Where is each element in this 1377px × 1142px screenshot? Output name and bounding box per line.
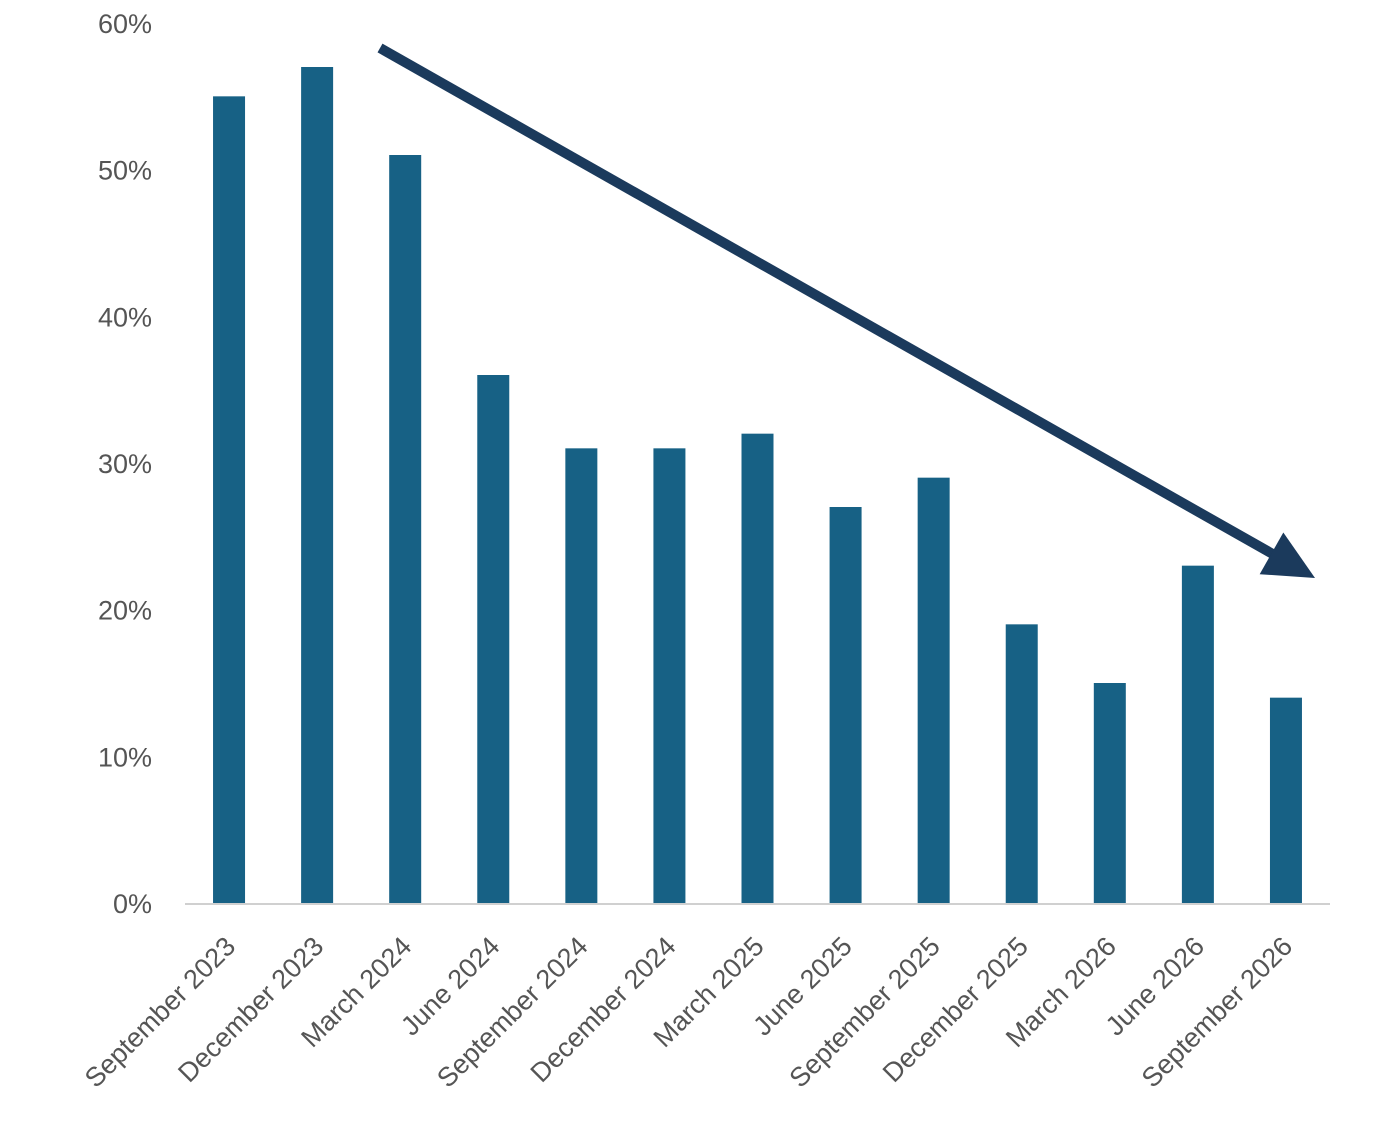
y-axis-ticks: 0% 10% 20% 30% 40% 50% 60%: [98, 9, 152, 919]
y-tick-label: 0%: [113, 889, 152, 919]
y-tick-label: 60%: [98, 9, 152, 39]
bar: [213, 96, 246, 904]
y-tick-label: 30%: [98, 449, 152, 479]
x-tick-label: September 2025: [784, 931, 946, 1093]
y-tick-label: 40%: [98, 302, 152, 332]
arrow-shaft: [377, 43, 1278, 560]
x-tick-label: September 2026: [1136, 931, 1298, 1093]
bar-series: [213, 67, 1302, 904]
bar: [1005, 624, 1038, 903]
bar: [1269, 697, 1302, 903]
x-tick-label: September 2024: [431, 931, 593, 1093]
bar: [389, 155, 422, 903]
bar: [1093, 683, 1126, 903]
trend-arrow: [377, 43, 1315, 578]
bar: [741, 433, 774, 903]
y-tick-label: 10%: [98, 742, 152, 772]
bar: [829, 507, 862, 903]
y-tick-label: 20%: [98, 596, 152, 626]
bar: [565, 448, 598, 903]
bar: [477, 375, 510, 903]
x-tick-label: September 2023: [79, 931, 241, 1093]
y-tick-label: 50%: [98, 156, 152, 186]
bar: [917, 477, 950, 903]
bar: [1181, 565, 1214, 903]
bar: [653, 448, 686, 903]
arrow-head: [1259, 532, 1315, 578]
bar: [301, 67, 334, 903]
